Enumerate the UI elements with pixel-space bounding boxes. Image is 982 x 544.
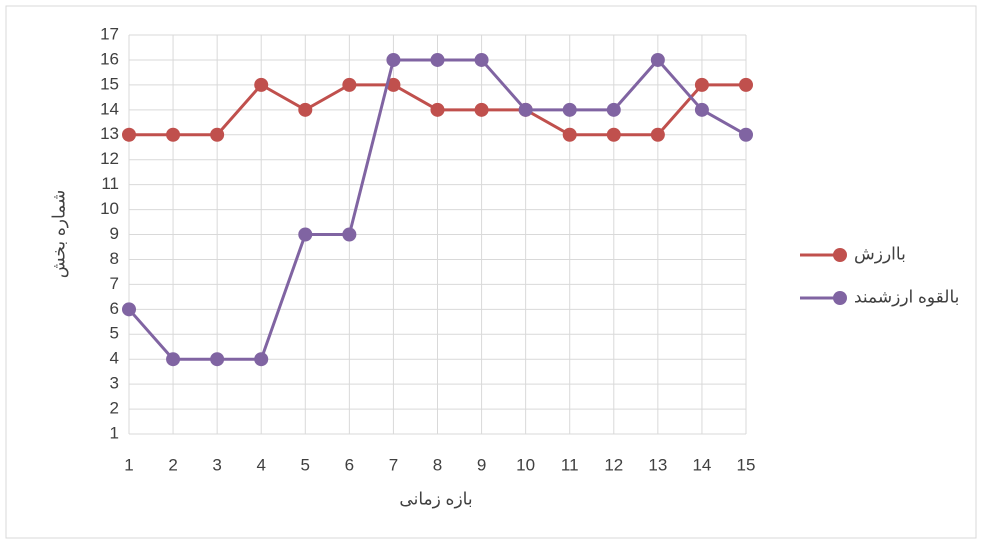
y-tick-label: 10 (100, 199, 119, 218)
chart-frame (5, 5, 977, 539)
y-tick-label: 3 (110, 374, 119, 393)
data-point (562, 102, 577, 117)
x-tick-label: 13 (648, 455, 667, 474)
y-tick-label: 5 (110, 324, 119, 343)
data-point (298, 227, 313, 242)
x-axis-label: بازه زمانی (399, 489, 472, 508)
data-point (518, 102, 533, 117)
y-tick-label: 11 (101, 174, 119, 193)
y-tick-label: 17 (100, 24, 119, 43)
y-tick-label: 14 (100, 99, 119, 118)
x-tick-label: 4 (256, 455, 265, 474)
x-tick-label: 5 (301, 455, 310, 474)
y-tick-label: 4 (110, 349, 119, 368)
data-point (739, 127, 753, 142)
x-tick-label: 14 (692, 455, 711, 474)
data-point (298, 102, 313, 117)
x-tick-label: 7 (389, 455, 398, 474)
data-point (474, 102, 489, 117)
x-tick-label: 1 (124, 455, 133, 474)
data-point (254, 77, 269, 92)
data-point (122, 302, 136, 317)
data-point (739, 77, 753, 92)
y-tick-label: 8 (110, 249, 119, 268)
data-point (254, 352, 269, 367)
y-tick-label: 2 (110, 399, 119, 418)
y-axis-label: شماره بخش (49, 190, 68, 278)
y-tick-label: 13 (100, 124, 119, 143)
x-tick-label: 10 (516, 455, 535, 474)
data-point (562, 127, 577, 142)
legend-marker (833, 248, 847, 262)
y-tick-label: 16 (100, 49, 119, 68)
y-tick-label: 12 (100, 149, 119, 168)
data-point (386, 52, 401, 67)
y-tick-label: 6 (110, 299, 119, 318)
legend-label: بالقوه ارزشمند (854, 287, 959, 306)
y-tick-label: 15 (100, 74, 119, 93)
y-tick-label: 1 (110, 423, 119, 442)
data-point (430, 52, 445, 67)
y-tick-label: 7 (110, 274, 119, 293)
data-point (342, 227, 357, 242)
data-point (210, 127, 225, 142)
legend-marker (833, 291, 847, 305)
x-tick-label: 11 (561, 455, 579, 474)
data-point (122, 127, 136, 142)
data-point (606, 102, 621, 117)
x-tick-label: 12 (604, 455, 623, 474)
data-point (166, 127, 181, 142)
data-point (210, 352, 225, 367)
x-tick-label: 9 (477, 455, 486, 474)
legend-label: باارزش (854, 244, 906, 263)
data-point (650, 127, 665, 142)
data-point (474, 52, 489, 67)
x-tick-label: 3 (212, 455, 221, 474)
data-point (166, 352, 181, 367)
data-point (606, 127, 621, 142)
x-tick-label: 2 (168, 455, 177, 474)
x-tick-label: 6 (345, 455, 354, 474)
data-point (386, 77, 401, 92)
data-point (342, 77, 357, 92)
data-point (694, 77, 709, 92)
y-tick-label: 9 (110, 224, 119, 243)
x-tick-label: 8 (433, 455, 442, 474)
x-tick-label: 15 (737, 455, 756, 474)
data-point (650, 52, 665, 67)
data-point (430, 102, 445, 117)
data-point (694, 102, 709, 117)
